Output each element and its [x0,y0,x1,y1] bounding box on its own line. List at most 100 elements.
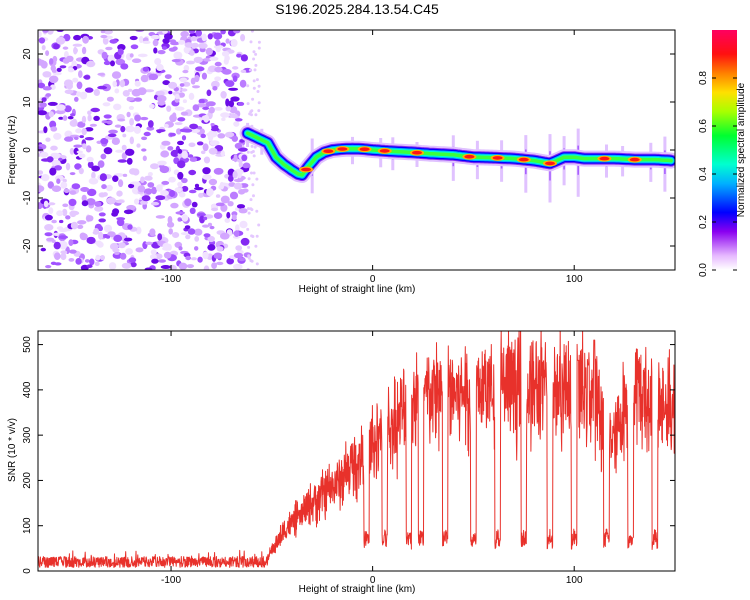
noise-speck [86,198,96,206]
noise-speck [56,178,61,184]
noise-speck [169,114,177,123]
noise-speck [255,234,259,238]
noise-speck [169,132,176,137]
noise-speck [198,43,208,49]
noise-speck [150,249,157,255]
noise-speck [149,254,157,260]
noise-speck [103,114,112,119]
noise-speck [182,99,187,104]
noise-speck [202,143,209,152]
noise-speck [63,136,74,142]
noise-speck [129,136,134,145]
noise-speck [171,59,181,63]
noise-speck [126,157,133,165]
noise-speck [108,129,118,134]
noise-speck [195,30,202,37]
noise-speck [206,188,214,197]
noise-speck [239,79,247,88]
noise-speck [239,139,245,143]
noise-speck [221,68,232,75]
noise-speck [248,68,252,72]
noise-speck [240,54,248,62]
noise-speck [194,187,204,191]
noise-speck [168,176,176,183]
noise-speck [60,252,67,261]
noise-speck [113,103,122,111]
noise-speck [220,91,227,99]
noise-speck [160,190,169,196]
noise-speck [110,60,115,67]
signal-hotspot [599,156,610,161]
noise-speck [48,111,54,118]
noise-speck [250,30,254,33]
noise-speck [235,245,243,251]
colorbar-gradient [712,30,737,270]
noise-speck [250,113,253,117]
noise-speck [128,183,135,189]
noise-speck [67,116,74,120]
noise-speck [68,258,75,262]
noise-speck [178,246,183,251]
noise-speck [100,153,107,160]
noise-speck [101,51,108,60]
noise-speck [190,257,197,261]
noise-speck [217,133,226,139]
noise-speck [206,101,216,107]
noise-speck [141,195,151,202]
noise-speck [87,110,92,116]
noise-speck [125,125,135,133]
noise-speck [62,178,67,183]
noise-speck [41,158,51,162]
noise-speck [115,199,125,204]
x-tick-label: -100 [161,274,181,285]
noise-speck [109,242,119,251]
noise-speck [173,51,183,60]
noise-speck [62,46,69,50]
noise-speck [160,150,170,158]
noise-speck [93,115,100,121]
noise-speck [234,207,240,211]
noise-speck [120,252,127,260]
noise-speck [167,216,173,224]
noise-speck [209,140,220,146]
noise-speck [51,159,61,167]
noise-speck [73,144,83,148]
noise-speck [137,185,146,193]
colorbar-tick-label: 0.6 [698,119,709,133]
noise-speck [172,232,180,238]
noise-speck [177,140,184,146]
noise-speck [215,45,221,53]
noise-speck [225,105,232,112]
signal-hotspot [492,156,503,160]
noise-speck [233,30,241,34]
noise-speck [203,216,208,221]
noise-speck [209,56,219,61]
noise-speck [127,97,135,101]
noise-speck [53,153,61,157]
noise-speck [212,86,218,91]
noise-speck [150,201,160,206]
noise-speck [213,212,223,220]
noise-speck [102,102,111,107]
noise-speck [151,258,159,264]
noise-speck [230,96,240,102]
noise-speck [45,137,51,142]
noise-speck [143,131,151,137]
noise-speck [255,78,259,82]
noise-speck [121,144,127,151]
figure-title: S196.2025.284.13.54.C45 [275,1,439,17]
noise-speck [147,182,155,188]
noise-speck [62,203,69,208]
noise-speck [140,176,145,183]
noise-speck [135,226,142,235]
noise-speck [141,148,147,152]
noise-speck [228,175,234,182]
snr-series-line [38,331,675,568]
noise-speck [201,33,207,42]
noise-speck [187,228,196,235]
noise-speck [181,88,188,92]
snr-axes: -100 0 100 0 100 200 300 400 500 [22,331,675,586]
noise-speck [221,117,226,121]
noise-speck [97,160,105,168]
